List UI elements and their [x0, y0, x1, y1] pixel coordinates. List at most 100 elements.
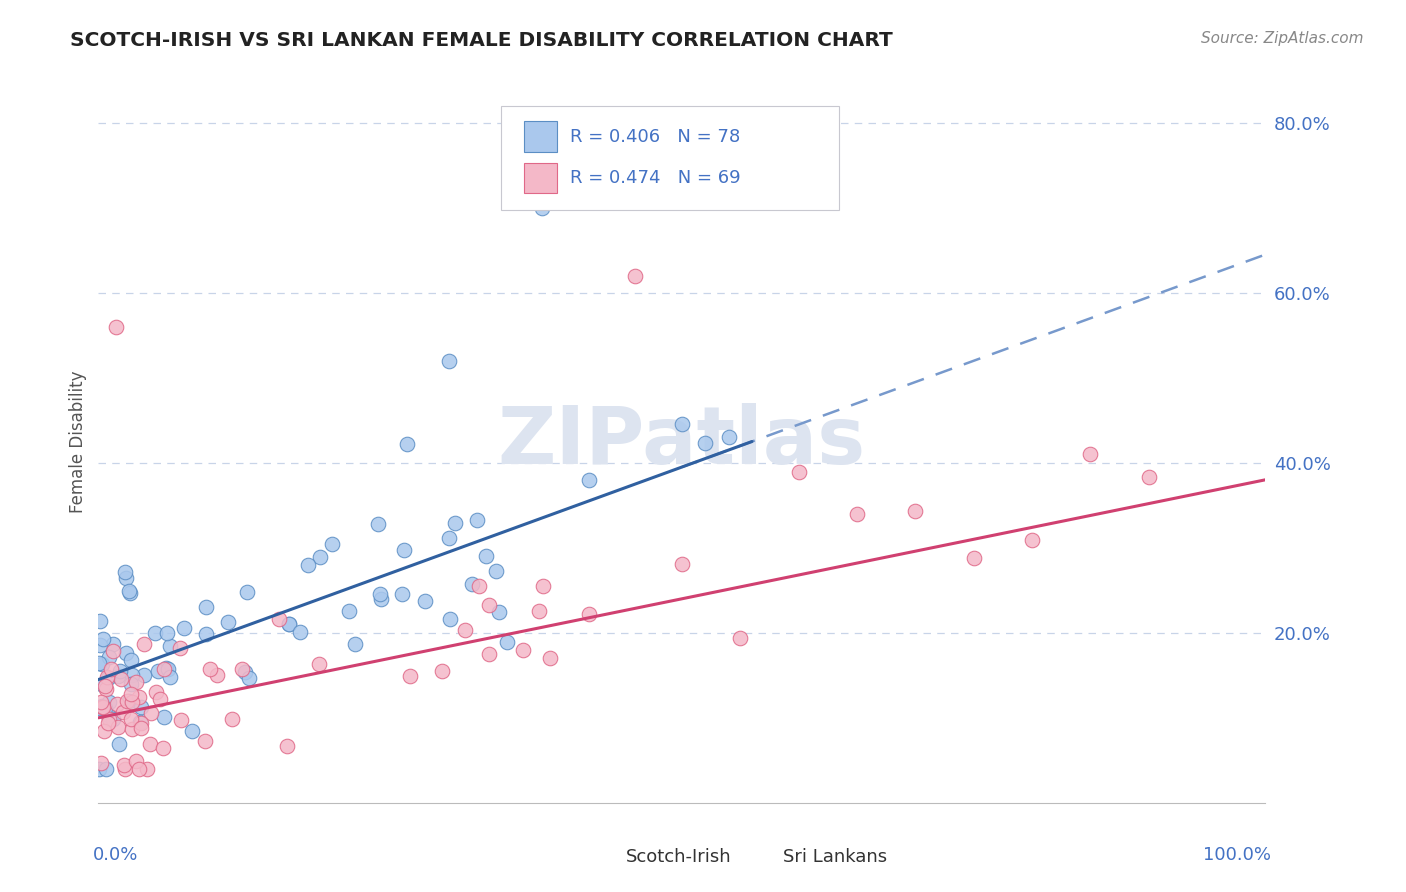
- Point: [89, 638, 111, 652]
- Point: [118, 693, 141, 707]
- Point: [132, 668, 155, 682]
- Point: [108, 737, 131, 751]
- Point: [238, 671, 260, 685]
- Point: [337, 604, 360, 618]
- Point: [437, 531, 460, 545]
- Point: [98, 650, 121, 665]
- Point: [101, 712, 124, 726]
- Point: [120, 653, 142, 667]
- Text: SCOTCH-IRISH VS SRI LANKAN FEMALE DISABILITY CORRELATION CHART: SCOTCH-IRISH VS SRI LANKAN FEMALE DISABI…: [70, 31, 893, 50]
- Point: [139, 738, 162, 752]
- Point: [107, 720, 129, 734]
- Point: [145, 685, 167, 699]
- Point: [159, 670, 181, 684]
- Point: [97, 707, 120, 722]
- Y-axis label: Female Disability: Female Disability: [69, 370, 87, 513]
- Point: [370, 591, 392, 606]
- FancyBboxPatch shape: [524, 162, 557, 193]
- Point: [100, 662, 122, 676]
- Point: [97, 671, 120, 685]
- Point: [105, 319, 128, 334]
- Point: [437, 353, 460, 368]
- Point: [118, 583, 141, 598]
- Point: [233, 665, 256, 679]
- Point: [671, 558, 693, 572]
- Point: [730, 631, 752, 645]
- Point: [530, 201, 553, 215]
- Point: [121, 722, 143, 736]
- Point: [787, 465, 810, 479]
- FancyBboxPatch shape: [524, 121, 557, 152]
- Point: [105, 697, 128, 711]
- Point: [297, 558, 319, 572]
- Point: [439, 612, 461, 626]
- Point: [321, 537, 343, 551]
- Point: [478, 647, 501, 661]
- Point: [367, 517, 389, 532]
- Point: [129, 715, 152, 730]
- Point: [125, 674, 148, 689]
- Point: [578, 607, 600, 621]
- Point: [108, 664, 131, 678]
- Point: [101, 644, 124, 658]
- Point: [114, 571, 136, 585]
- Point: [96, 670, 118, 684]
- Text: 0.0%: 0.0%: [93, 847, 138, 864]
- Point: [121, 695, 143, 709]
- Point: [180, 724, 202, 739]
- Point: [96, 682, 118, 697]
- Point: [478, 598, 501, 612]
- Point: [153, 662, 176, 676]
- Point: [129, 714, 152, 729]
- Point: [101, 636, 124, 650]
- Point: [159, 639, 181, 653]
- Point: [468, 579, 491, 593]
- Point: [461, 577, 484, 591]
- Point: [93, 699, 115, 714]
- Point: [392, 543, 415, 558]
- Point: [97, 715, 120, 730]
- Point: [443, 516, 465, 531]
- Point: [129, 721, 152, 735]
- Point: [531, 579, 554, 593]
- Point: [170, 713, 193, 727]
- Point: [205, 667, 228, 681]
- Point: [277, 617, 299, 632]
- FancyBboxPatch shape: [747, 847, 772, 868]
- Point: [94, 762, 117, 776]
- Point: [129, 700, 152, 714]
- Point: [91, 699, 114, 714]
- FancyBboxPatch shape: [501, 105, 839, 211]
- FancyBboxPatch shape: [589, 847, 614, 868]
- Point: [198, 662, 221, 676]
- Point: [97, 713, 120, 727]
- Point: [91, 698, 114, 713]
- Point: [128, 762, 150, 776]
- Point: [114, 762, 136, 776]
- Point: [120, 677, 142, 691]
- Point: [1080, 447, 1102, 461]
- Point: [695, 436, 717, 450]
- Point: [309, 550, 332, 565]
- Point: [90, 657, 112, 672]
- Text: 100.0%: 100.0%: [1204, 847, 1271, 864]
- Point: [538, 650, 561, 665]
- Point: [624, 268, 647, 283]
- Point: [485, 564, 508, 578]
- Point: [120, 687, 142, 701]
- Point: [195, 599, 218, 614]
- Point: [112, 758, 135, 772]
- Text: ZIPatlas: ZIPatlas: [498, 402, 866, 481]
- Point: [488, 605, 510, 619]
- Point: [276, 739, 298, 753]
- Point: [115, 646, 138, 660]
- Point: [153, 710, 176, 724]
- Point: [155, 661, 177, 675]
- Point: [93, 724, 115, 739]
- Point: [267, 612, 290, 626]
- Point: [231, 662, 253, 676]
- Point: [115, 693, 138, 707]
- Point: [195, 627, 218, 641]
- Point: [97, 695, 120, 709]
- Point: [120, 712, 142, 726]
